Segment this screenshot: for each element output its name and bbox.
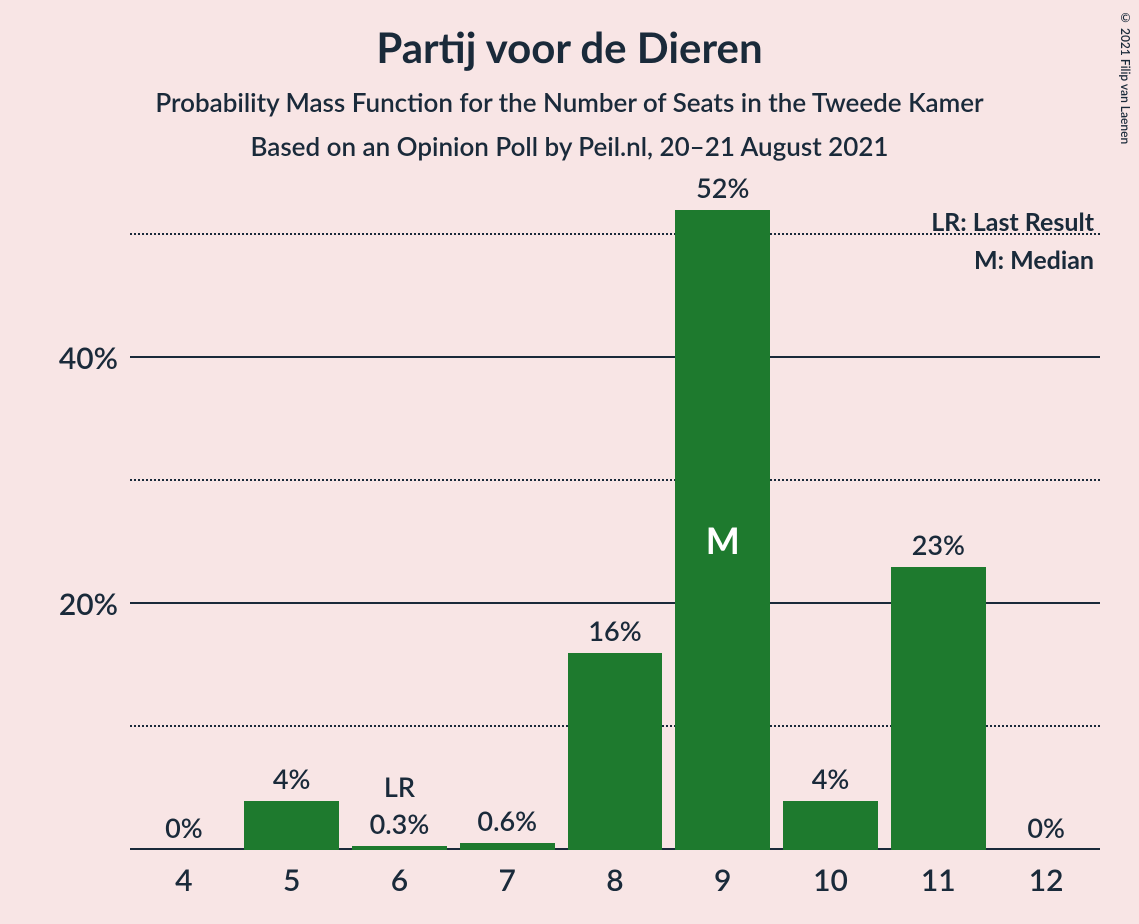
bar-label-group: 0% <box>130 811 238 844</box>
bar-value-label: 4% <box>238 762 346 795</box>
bar-label-group: 16% <box>561 614 669 647</box>
gridline <box>130 356 1100 358</box>
bar-value-label: 0.6% <box>453 804 561 837</box>
bar-label-group: 0% <box>992 811 1100 844</box>
chart-subtitle-1: Probability Mass Function for the Number… <box>0 86 1139 118</box>
median-marker: M <box>675 518 770 562</box>
bar <box>460 843 555 850</box>
y-axis-label: 40% <box>59 340 130 376</box>
x-axis-label: 11 <box>884 850 992 898</box>
bar: M <box>675 210 770 850</box>
x-axis-label: 7 <box>453 850 561 898</box>
bar-value-label: 23% <box>884 528 992 561</box>
chart-subtitle-2: Based on an Opinion Poll by Peil.nl, 20–… <box>0 130 1139 162</box>
bar <box>244 801 339 850</box>
bar-value-label: 4% <box>777 762 885 795</box>
lr-marker: LR <box>346 770 454 803</box>
bar-label-group: 4% <box>238 762 346 795</box>
bar <box>783 801 878 850</box>
bar-label-group: 23% <box>884 528 992 561</box>
bar-label-group: 4% <box>777 762 885 795</box>
legend-lr: LR: Last Result <box>931 204 1094 242</box>
legend-median: M: Median <box>931 242 1094 280</box>
legend: LR: Last ResultM: Median <box>931 204 1094 279</box>
x-axis-label: 8 <box>561 850 669 898</box>
bar-value-label: 16% <box>561 614 669 647</box>
bar-value-label: 0% <box>130 811 238 844</box>
bar-label-group: 0.6% <box>453 804 561 837</box>
gridline <box>130 479 1100 481</box>
bar-label-group: LR 0.3% <box>346 770 454 840</box>
pmf-bar-chart: 20%40%0%44%5LR0.3%60.6%716%8M52%94%1023%… <box>130 210 1100 850</box>
x-axis-label: 9 <box>669 850 777 898</box>
bar-value-label: 0% <box>992 811 1100 844</box>
y-axis-label: 20% <box>59 586 130 622</box>
bar-label-group: 52% <box>669 171 777 204</box>
bar <box>568 653 663 850</box>
x-axis-label: 4 <box>130 850 238 898</box>
x-axis-label: 5 <box>238 850 346 898</box>
x-axis-label: 6 <box>346 850 454 898</box>
x-axis-label: 10 <box>777 850 885 898</box>
bar-value-label: 0.3% <box>346 807 454 840</box>
bar <box>891 567 986 850</box>
bar-value-label: 52% <box>669 171 777 204</box>
copyright-text: © 2021 Filip van Laenen <box>1118 10 1133 144</box>
chart-title: Partij voor de Dieren <box>0 0 1139 72</box>
x-axis-label: 12 <box>992 850 1100 898</box>
